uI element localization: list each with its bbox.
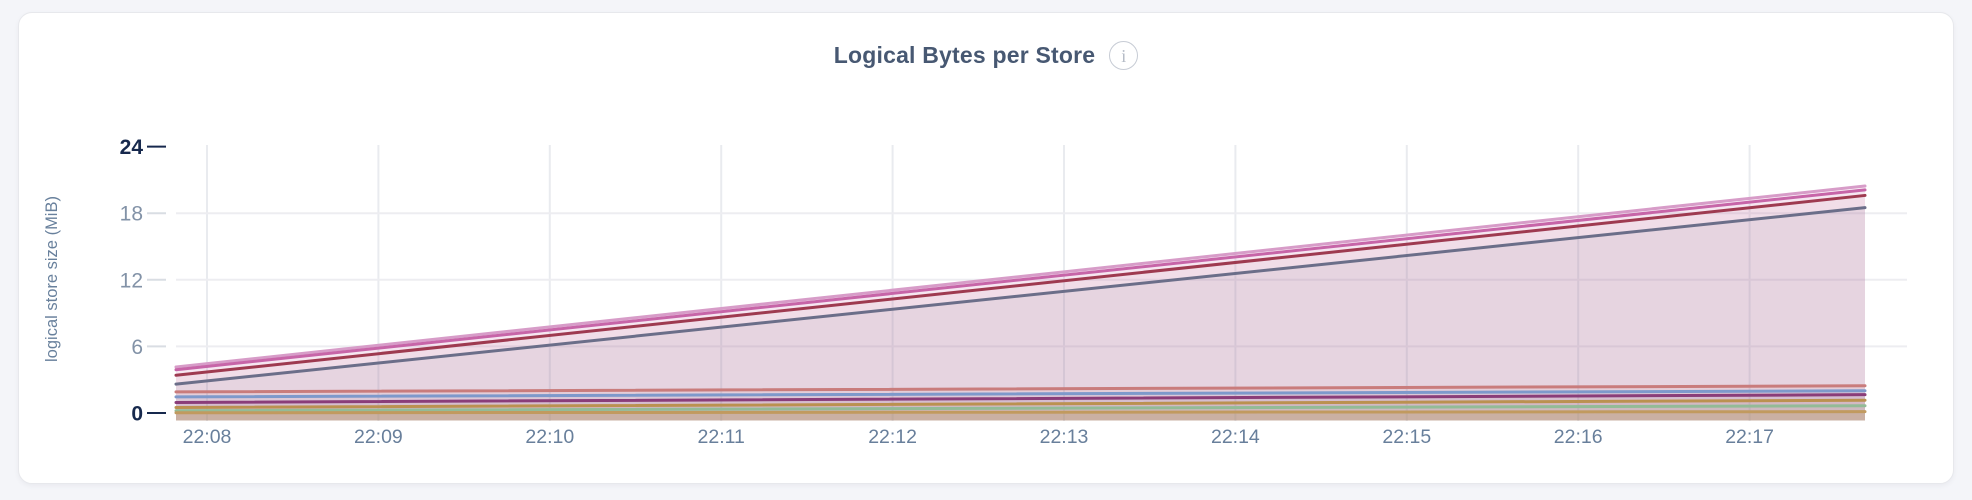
y-tick-label: 0 [131,403,143,426]
info-icon[interactable]: i [1109,41,1139,70]
chart-title: Logical Bytes per Store [833,42,1096,68]
store-series-3-line [174,193,1867,377]
x-tick-label: 22:10 [525,426,574,448]
info-icon-glyph: i [1121,45,1127,66]
x-tick-label: 22:08 [183,426,232,448]
y-tick-label: 6 [131,336,143,359]
x-tick-label: 22:11 [698,426,745,448]
x-tick-label: 22:09 [354,426,403,448]
chart-card: Logical Bytes per Store i 24 18 12 6 0 22:08 2… [18,12,1954,484]
x-tick-label: 22:16 [1554,426,1603,448]
store-series-10-line [174,410,1867,415]
store-series-2-line [174,188,1867,372]
store-series-1-line [174,184,1867,369]
store-series-4-area [176,207,1865,421]
x-tick-label: 22:17 [1725,426,1774,448]
y-tick-label: 24 [120,136,144,159]
logical-bytes-chart[interactable]: 24 18 12 6 0 22:08 22:09 22:10 22:11 22:12 22:13 22… [19,13,1955,485]
x-tick-label: 22:12 [868,426,917,448]
y-tick-label: 12 [120,269,143,292]
y-tick-label: 18 [120,203,143,226]
store-series-8-line [174,398,1867,409]
store-series-9-line [174,404,1867,413]
x-tick-label: 22:15 [1382,426,1431,448]
store-series-5-line [174,384,1867,394]
store-series-2-area [176,189,1865,421]
store-series-8-area [176,400,1865,421]
store-series-4-line [174,206,1867,386]
chart-header: Logical Bytes per Store i [19,41,1953,70]
store-series-6-line [174,389,1867,399]
x-tick-label: 22:13 [1040,426,1089,448]
store-series-7-line [174,393,1867,404]
store-series-1-area [176,186,1865,421]
y-axis-label: logical store size (MiB) [43,196,61,362]
x-tick-label: 22:14 [1211,426,1260,448]
